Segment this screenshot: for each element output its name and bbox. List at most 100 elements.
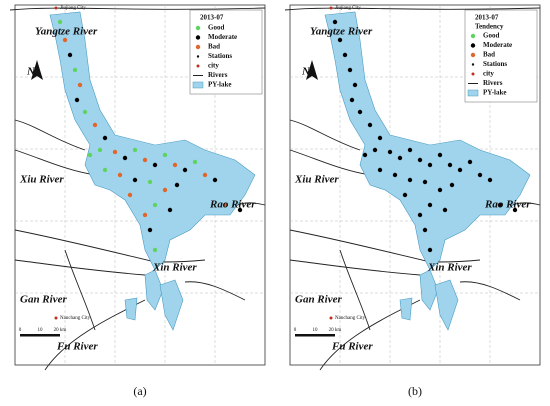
legend-label: Rivers [483,79,503,87]
station [427,247,433,253]
lake [399,297,413,321]
station [127,192,133,198]
station [362,152,368,158]
station [422,179,428,185]
legend-box [464,9,538,103]
legend-symbol [470,52,476,58]
station [387,149,393,155]
scale-label: 0 [19,328,22,333]
station [347,67,353,73]
station [427,202,433,208]
station [377,135,383,141]
station [142,157,148,163]
station [174,182,180,188]
river-line [9,7,266,11]
river-line [14,259,146,276]
station [487,177,493,183]
scale-bar [20,334,60,337]
station [367,122,373,128]
station [72,67,78,73]
legend-title: 2013-07 [200,14,224,22]
station [62,37,68,43]
river-line [289,119,361,151]
legend-label: Good [208,24,224,32]
scale-label: 20 km [54,328,67,333]
panel-label: (a) [133,384,146,398]
station [332,19,338,25]
station [172,162,178,168]
legend-symbol [196,64,200,68]
river-label: Xin River [152,262,197,274]
station [437,187,443,193]
station [402,192,408,198]
river-line [437,259,481,263]
river-line [14,229,156,263]
city-dot [329,6,333,10]
river-line [64,249,96,331]
station [512,207,518,213]
legend-symbol [195,25,201,31]
legend-symbol [471,63,475,66]
scale-label: 10 [38,328,44,333]
station [437,152,443,158]
station [92,122,98,128]
station [112,149,118,155]
station [342,52,348,58]
legend-symbol [195,44,201,50]
station [97,147,103,153]
north-label: N [301,66,311,78]
city-dot [54,316,58,320]
river-line [289,229,431,263]
station [74,97,80,103]
station [212,177,218,183]
map-panel: Yangtze River Xiu River Rao River Xin River… [284,4,541,398]
river-line [14,119,86,151]
lake [124,297,138,321]
station [447,162,453,168]
river-line [339,249,371,331]
legend-symbol [470,33,476,39]
north-arrow [31,60,43,80]
lake [324,11,531,271]
station [82,109,88,115]
station [192,159,198,165]
station [147,179,153,185]
river-label: Fu River [56,341,98,353]
station [372,147,378,153]
city-dot [54,6,58,10]
legend-symbol [467,89,479,97]
legend-symbol [192,81,204,89]
scale-label: 20 km [329,328,342,333]
legend-label: Rivers [208,71,228,79]
station [182,167,188,173]
river-line [289,259,421,276]
river-line [14,149,96,176]
station [417,157,423,163]
station [77,82,83,88]
legend-subtitle: Tendency [475,23,504,31]
map-panel: Yangtze River Xiu River Rao River Xin River… [9,4,266,398]
station [132,147,138,153]
panel-label: (b) [408,384,422,398]
lake [434,279,459,331]
city-dot [329,316,333,320]
legend-label: Good [483,32,499,40]
station [407,147,413,153]
station [352,82,358,88]
city-label: Nanchang City [335,316,366,321]
legend-title: 2013-07 [475,14,499,22]
station [467,159,473,165]
station [87,152,93,158]
city-label: Nanchang City [60,316,91,321]
station [152,202,158,208]
station [67,52,73,58]
station [162,187,168,193]
station [477,172,483,178]
river-line [289,149,371,176]
station [132,177,138,183]
station [152,247,158,253]
city-label: Jiujiang City [60,6,86,11]
river-label: Rao River [484,199,531,211]
river-label: Yangtze River [35,26,98,38]
lake [419,269,439,311]
